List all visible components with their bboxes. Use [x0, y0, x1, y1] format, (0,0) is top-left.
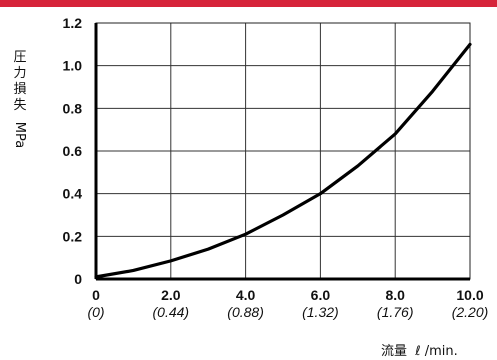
x-tick-sublabel: (0.88) [227, 304, 264, 320]
y-axis-label-char: 圧 [13, 50, 27, 65]
y-tick-label: 0.2 [63, 228, 83, 244]
y-tick-label: 0.8 [63, 100, 83, 116]
y-tick-label: 0.6 [63, 143, 83, 159]
x-axis-label: 流量 ℓ /min. [381, 344, 458, 359]
x-tick-sublabel: (0.44) [153, 304, 190, 320]
x-tick-label: 0 [92, 287, 100, 303]
y-tick-label: 1.2 [63, 15, 83, 31]
grid-lines [96, 23, 470, 279]
x-tick-sublabel: (2.20) [452, 304, 489, 320]
y-tick-label: 0.4 [63, 186, 83, 202]
x-tick-sublabel: (1.32) [302, 304, 339, 320]
y-tick-labels: 0 0.2 0.4 0.6 0.8 1.0 1.2 [63, 15, 83, 287]
plot-frame [94, 22, 471, 281]
y-axis-label-char: 失 [13, 98, 27, 113]
x-tick-label: 2.0 [161, 287, 181, 303]
curve-layer [94, 42, 472, 279]
pressure-loss-curve [94, 42, 472, 279]
x-tick-label: 4.0 [236, 287, 256, 303]
x-tick-labels: 0(0) 2.0(0.44) 4.0(0.88) 6.0(1.32) 8.0(1.76)… [87, 287, 488, 320]
x-tick-sublabel: (1.76) [377, 304, 414, 320]
y-tick-label: 1.0 [63, 58, 83, 74]
y-tick-label: 0 [74, 271, 82, 287]
x-tick-label: 8.0 [385, 287, 405, 303]
y-axis-label-char: 力 [13, 66, 27, 81]
x-tick-label: 10.0 [456, 287, 483, 303]
x-tick-sublabel: (0) [87, 304, 104, 320]
top-accent-bar [0, 0, 497, 7]
y-axis-unit-label: MPa [12, 121, 27, 149]
y-axis-label-char: 損 [13, 82, 27, 97]
x-tick-label: 6.0 [311, 287, 331, 303]
